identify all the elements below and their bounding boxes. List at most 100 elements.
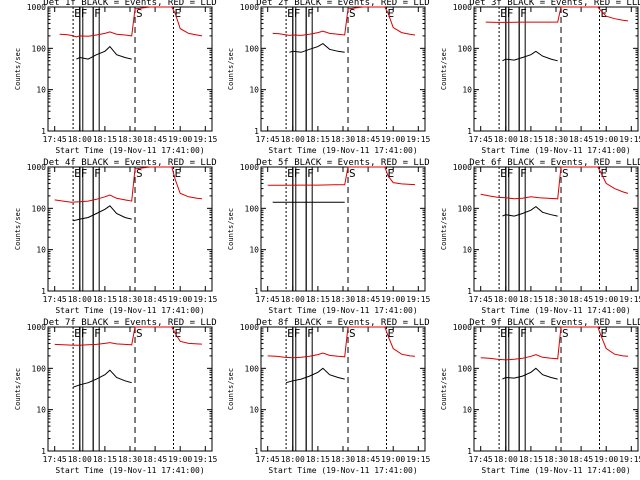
x-tick-label: 18:00 [68,455,92,464]
x-tick-label: 18:30 [118,295,142,304]
marker-label: S [562,7,569,20]
series-events-line [502,367,558,380]
y-tick-label: 1 [254,447,259,456]
y-tick-label: 1000 [240,3,259,12]
x-tick-label: 17:45 [256,455,280,464]
y-tick-label: 10 [462,406,472,415]
attenuator-box [505,166,520,292]
y-axis-label: Counts/sec [14,368,22,410]
y-tick-label: 100 [32,364,47,373]
marker-label: E [388,327,395,340]
panel-title: Det 7f BLACK = Events, RED = LLD [43,318,216,328]
x-tick-label: 19:00 [594,455,618,464]
x-tick-label: 18:15 [306,135,330,144]
marker-label: E [74,327,81,340]
y-tick-label: 10 [36,246,46,255]
x-tick-label: 18:30 [544,455,568,464]
x-axis-label: Start Time (19-Nov-11 17:41:00) [481,306,630,315]
marker-label: E [175,7,182,20]
marker-label: E [388,167,395,180]
y-tick-label: 1 [41,127,46,136]
y-tick-label: 1 [467,127,472,136]
series-lld-line [480,166,629,200]
x-axis-label: Start Time (19-Nov-11 17:41:00) [481,466,630,475]
panel-9: Det 9f BLACK = Events, RED = LLD 1 10 100 10… [440,318,640,475]
plot-frame [473,166,639,292]
panel-title: Det 3f BLACK = Events, RED = LLD [469,0,640,8]
x-tick-label: 17:45 [256,135,280,144]
series-events-line [76,45,132,60]
series-lld-line [267,166,416,186]
y-tick-label: 1 [41,287,46,296]
x-axis-label: Start Time (19-Nov-11 17:41:00) [268,146,417,155]
panel-3: Det 3f BLACK = Events, RED = LLD 1 10 100 10… [440,0,640,155]
x-tick-label: 18:00 [281,135,305,144]
series-events-line [289,42,345,53]
y-tick-label: 10 [249,406,259,415]
panel-4: Det 4f BLACK = Events, RED = LLD 1 10 100 10… [14,158,218,315]
marker-label: F [520,7,527,20]
attenuator-box [79,166,94,292]
marker-label: F [294,327,301,340]
x-tick-label: 19:00 [381,455,405,464]
marker-label: S [136,167,143,180]
x-tick-label: 18:00 [281,295,305,304]
y-tick-label: 100 [458,44,473,53]
series-lld-line [54,166,203,203]
x-axis-label: Start Time (19-Nov-11 17:41:00) [268,466,417,475]
marker-label: F [81,7,88,20]
y-tick-label: 10 [462,246,472,255]
marker-label: F [294,167,301,180]
y-tick-label: 10 [249,246,259,255]
x-axis-label: Start Time (19-Nov-11 17:41:00) [55,466,204,475]
x-tick-label: 18:30 [544,135,568,144]
panel-6: Det 6f BLACK = Events, RED = LLD 1 10 100 10… [440,158,640,315]
marker-label: F [520,167,527,180]
marker-label: S [349,167,356,180]
x-tick-label: 18:45 [356,135,380,144]
y-tick-label: 1 [467,287,472,296]
series-events-line [502,50,558,62]
marker-label: E [175,327,182,340]
panel-title: Det 9f BLACK = Events, RED = LLD [469,318,640,328]
marker-label: E [388,7,395,20]
marker-label: F [294,7,301,20]
panel-title: Det 6f BLACK = Events, RED = LLD [469,158,640,168]
marker-label: S [562,327,569,340]
attenuator-box [292,166,307,292]
series-lld-line [54,326,203,346]
marker-label: F [94,7,101,20]
x-tick-label: 18:45 [143,455,167,464]
y-axis-label: Counts/sec [14,48,22,90]
x-tick-label: 18:00 [494,295,518,304]
panel-title: Det 1f BLACK = Events, RED = LLD [43,0,216,8]
marker-label: S [136,327,143,340]
x-axis-label: Start Time (19-Nov-11 17:41:00) [55,306,204,315]
x-tick-label: 18:30 [544,295,568,304]
marker-label: E [500,327,507,340]
series-events-line [72,205,132,222]
panel-title: Det 5f BLACK = Events, RED = LLD [256,158,429,168]
marker-label: F [507,7,514,20]
x-tick-label: 18:45 [356,295,380,304]
x-tick-label: 18:30 [331,135,355,144]
y-tick-label: 100 [245,44,260,53]
x-tick-label: 17:45 [469,135,493,144]
x-tick-label: 19:15 [619,295,640,304]
x-tick-label: 19:00 [381,135,405,144]
x-tick-label: 18:45 [569,135,593,144]
y-tick-label: 10 [462,86,472,95]
x-tick-label: 19:15 [619,455,640,464]
x-tick-label: 19:15 [193,295,217,304]
x-tick-label: 18:45 [569,455,593,464]
y-tick-label: 100 [458,364,473,373]
marker-label: S [136,7,143,20]
marker-label: F [81,167,88,180]
x-tick-label: 19:15 [193,135,217,144]
plot-frame [260,326,426,452]
y-tick-label: 100 [245,364,260,373]
x-tick-label: 18:45 [143,295,167,304]
x-tick-label: 17:45 [256,295,280,304]
panel-title: Det 8f BLACK = Events, RED = LLD [256,318,429,328]
marker-label: F [307,167,314,180]
